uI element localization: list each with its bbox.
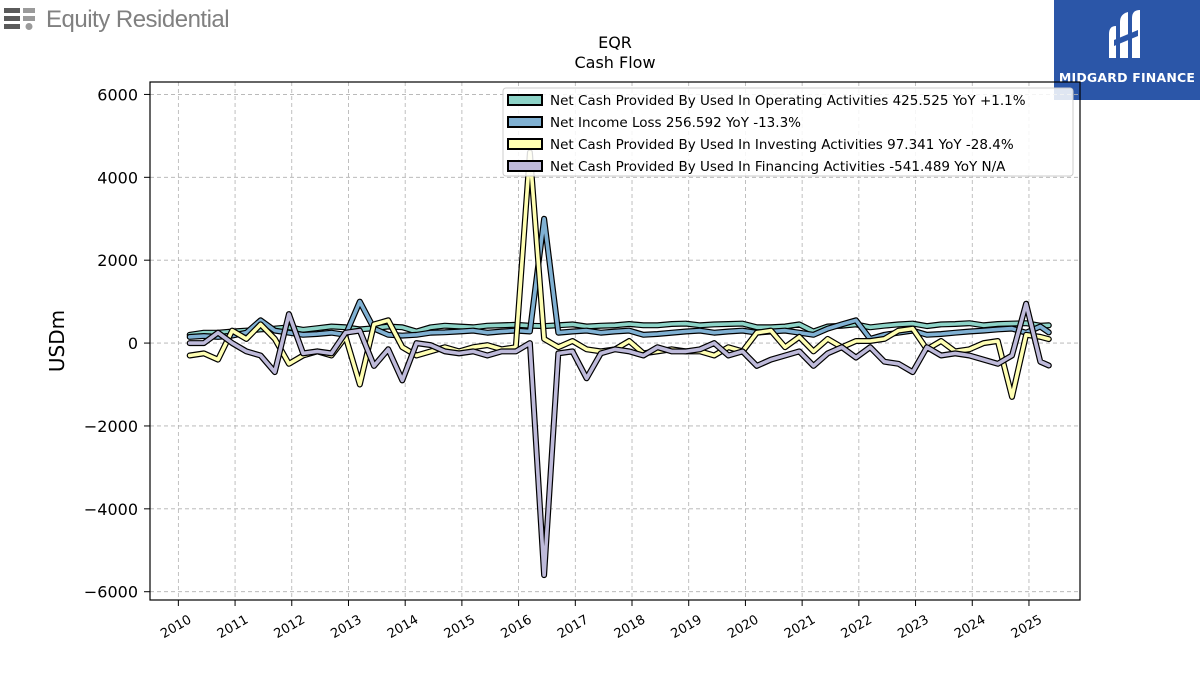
series-1 <box>186 320 1052 338</box>
x-tick-label: 2023 <box>895 612 931 642</box>
legend-swatch <box>507 94 543 106</box>
legend-swatch <box>507 116 543 128</box>
x-tick-label: 2010 <box>158 612 194 642</box>
x-tick-label: 2025 <box>1009 612 1045 642</box>
legend-entry: Net Cash Provided By Used In Financing A… <box>550 159 1006 175</box>
x-tick-label: 2024 <box>952 612 988 642</box>
series-line <box>187 301 1051 577</box>
x-tick-label: 2019 <box>669 612 705 642</box>
midgard-logo-icon <box>1109 10 1140 58</box>
series-layer <box>186 149 1052 579</box>
building-icon <box>4 8 35 30</box>
legend-box <box>502 87 1074 177</box>
legend-swatch <box>507 160 543 172</box>
y-tick-label: 6000 <box>97 85 138 104</box>
brand-name: Equity Residential <box>46 6 230 33</box>
x-tick-label: 2016 <box>498 612 534 642</box>
y-tick-label: 2000 <box>97 251 138 270</box>
brand-logo: Equity Residential <box>4 4 230 36</box>
x-tick-label: 2014 <box>385 612 421 642</box>
chart-subtitle: Cash Flow <box>574 53 655 72</box>
x-tick-label: 2021 <box>782 612 818 642</box>
series-line <box>187 217 1051 341</box>
series-line <box>187 321 1051 337</box>
legend: Net Cash Provided By Used In Operating A… <box>502 87 1074 177</box>
series-outline <box>186 215 1052 342</box>
plot-frame <box>149 81 1081 601</box>
x-tick-label: 2022 <box>839 612 875 642</box>
chart-title: EQR <box>598 33 632 52</box>
y-axis-label: USDm <box>45 310 69 372</box>
legend-entry: Net Income Loss 256.592 YoY -13.3% <box>550 115 801 131</box>
x-tick-label: 2012 <box>272 612 308 642</box>
y-tick-label: −2000 <box>84 417 138 436</box>
y-tick-label: 4000 <box>97 168 138 187</box>
legend-swatch <box>507 138 543 150</box>
series-2 <box>186 215 1052 342</box>
y-tick-label: −4000 <box>84 500 138 519</box>
x-tick-label: 2015 <box>442 612 478 642</box>
x-tick-label: 2020 <box>725 612 761 642</box>
y-axis: 6000 4000 2000 0 −2000 −4000 −6000 <box>84 85 150 602</box>
x-tick-label: 2017 <box>555 612 591 642</box>
legend-entry: Net Cash Provided By Used In Operating A… <box>550 93 1026 109</box>
legend-entry: Net Cash Provided By Used In Investing A… <box>550 137 1014 153</box>
y-tick-label: −6000 <box>84 583 138 602</box>
x-axis: 2010 2011 2012 2013 2014 2015 2016 2017 2018 2019… <box>158 600 1045 642</box>
midgard-badge: MIDGARD FINANCE <box>1054 0 1200 100</box>
x-tick-label: 2013 <box>328 612 364 642</box>
badge-name: MIDGARD FINANCE <box>1058 70 1196 85</box>
x-tick-label: 2018 <box>612 612 648 642</box>
series-4 <box>186 300 1052 579</box>
y-tick-label: 0 <box>128 334 138 353</box>
x-tick-label: 2011 <box>215 612 251 642</box>
